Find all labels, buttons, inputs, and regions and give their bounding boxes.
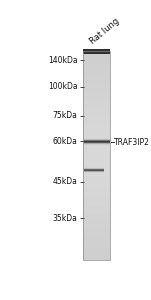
Bar — [83, 51, 110, 260]
Text: 75kDa: 75kDa — [53, 111, 77, 120]
Text: Rat lung: Rat lung — [89, 16, 121, 46]
Text: 100kDa: 100kDa — [48, 82, 77, 91]
Text: 60kDa: 60kDa — [53, 136, 77, 146]
Bar — [83, 50, 110, 55]
Text: 35kDa: 35kDa — [53, 214, 77, 223]
Text: TRAF3IP2: TRAF3IP2 — [114, 138, 150, 147]
Text: 45kDa: 45kDa — [53, 177, 77, 186]
Text: 140kDa: 140kDa — [48, 56, 77, 65]
